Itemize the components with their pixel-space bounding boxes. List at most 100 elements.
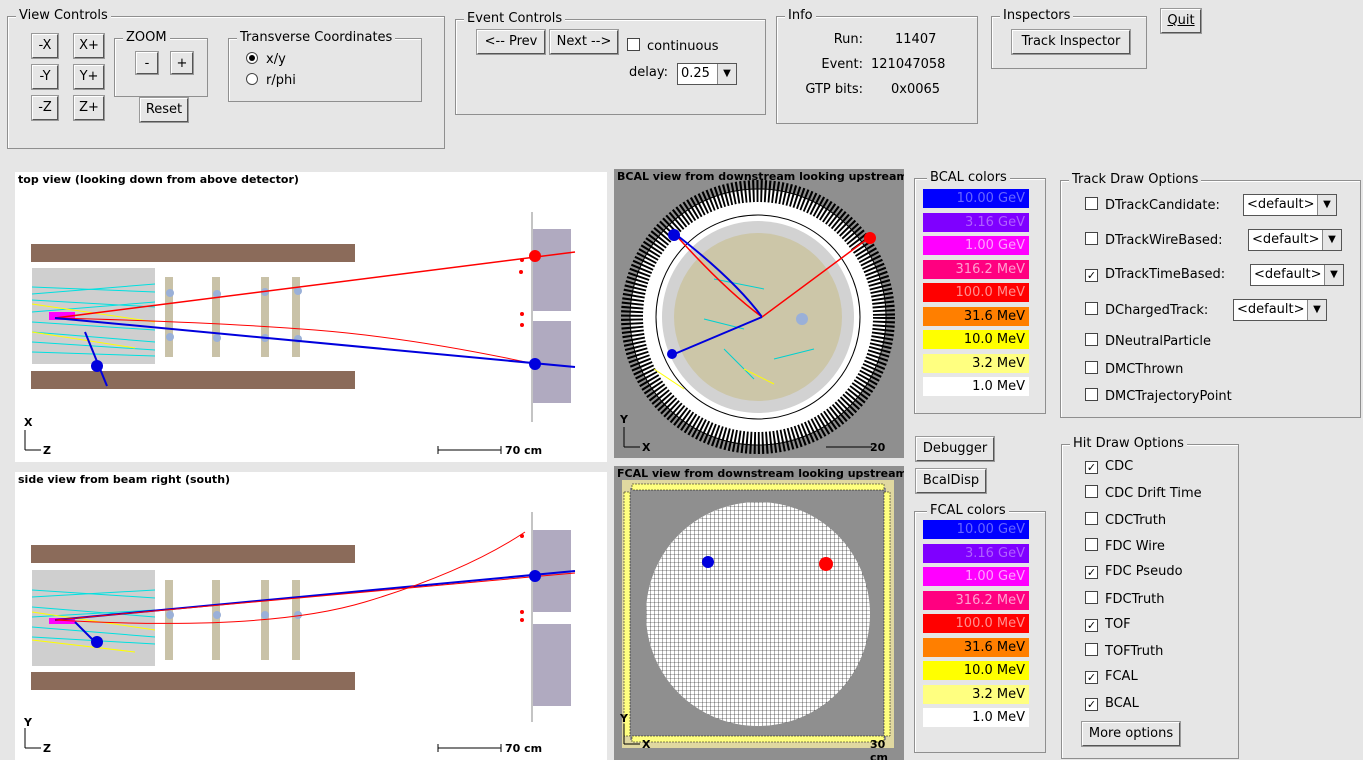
top-view-panel[interactable]: top view (looking down from above detect… bbox=[15, 172, 607, 462]
checkmark-icon: ✓ bbox=[1085, 461, 1098, 474]
side-axis-h: Z bbox=[43, 742, 51, 755]
bcaldisp-button[interactable]: BcalDisp bbox=[915, 468, 987, 494]
radio-rphi-icon bbox=[246, 73, 258, 85]
track-option-checkbox[interactable]: DTrackCandidate: bbox=[1085, 197, 1220, 213]
checkmark-icon: ✓ bbox=[1085, 671, 1098, 685]
hit-option-label: FDCTruth bbox=[1105, 591, 1165, 607]
hit-option-label: TOF bbox=[1105, 616, 1131, 632]
minus-z-button[interactable]: -Z bbox=[31, 95, 59, 121]
track-option-checkbox[interactable]: DTrackWireBased: bbox=[1085, 232, 1223, 248]
checkmark-icon: ✓ bbox=[1085, 566, 1098, 580]
radio-xy[interactable]: x/y bbox=[246, 52, 286, 67]
fcal-axis-h: X bbox=[642, 738, 651, 751]
hit-option-checkbox[interactable]: CDCTruth bbox=[1085, 511, 1167, 528]
track-option-checkbox[interactable]: DMCThrown bbox=[1085, 361, 1183, 377]
delay-select[interactable]: 0.25 ▼ bbox=[677, 63, 737, 85]
gtp-label: GTP bits: bbox=[805, 82, 863, 97]
bcal-axis-h: X bbox=[642, 441, 651, 454]
track-option-checkbox[interactable]: ✓ DTrackTimeBased: bbox=[1085, 267, 1225, 282]
color-swatch: 10.00 GeV bbox=[923, 520, 1029, 539]
color-swatch: 31.6 MeV bbox=[923, 637, 1029, 657]
next-button[interactable]: Next --> bbox=[549, 29, 619, 55]
hit-option-checkbox[interactable]: ✓ TOF bbox=[1085, 617, 1131, 632]
hit-option-checkbox[interactable]: TOFTruth bbox=[1085, 643, 1163, 659]
continuous-check-icon bbox=[627, 38, 640, 51]
bcal-axis-v: Y bbox=[620, 413, 628, 426]
side-view-title: side view from beam right (south) bbox=[18, 473, 231, 486]
minus-y-button[interactable]: -Y bbox=[31, 64, 59, 90]
plus-y-button[interactable]: Y+ bbox=[73, 64, 105, 90]
checkbox-icon bbox=[1085, 333, 1098, 346]
hit-option-checkbox[interactable]: FDCTruth bbox=[1085, 590, 1165, 607]
track-draw-options-group: Track Draw Options DTrackCandidate: <defa… bbox=[1060, 172, 1361, 418]
checkbox-icon bbox=[1085, 197, 1098, 210]
info-group: Info Run: 11407 Event: 121047058 GTP bit… bbox=[776, 8, 978, 124]
zoom-title: ZOOM bbox=[123, 30, 170, 45]
hit-option-checkbox[interactable]: ✓ FCAL bbox=[1085, 669, 1138, 685]
minus-x-button[interactable]: -X bbox=[31, 33, 59, 59]
color-swatch: 10.0 MeV bbox=[923, 661, 1029, 680]
hit-option-label: FDC Wire bbox=[1105, 538, 1165, 554]
hit-option-checkbox[interactable]: CDC Drift Time bbox=[1085, 485, 1202, 501]
color-swatch: 31.6 MeV bbox=[923, 306, 1029, 326]
track-option-select[interactable]: <default> ▼ bbox=[1233, 299, 1327, 321]
color-swatch: 1.0 MeV bbox=[923, 708, 1029, 727]
view-controls-title: View Controls bbox=[16, 8, 111, 23]
hit-option-checkbox[interactable]: FDC Wire bbox=[1085, 537, 1165, 554]
reset-button[interactable]: Reset bbox=[139, 97, 189, 123]
bcal-view-panel[interactable]: BCAL view from downstream looking upstre… bbox=[614, 169, 904, 458]
track-option-checkbox[interactable]: DMCTrajectoryPoint bbox=[1085, 388, 1232, 404]
zoom-out-button[interactable]: - bbox=[135, 51, 159, 75]
radio-rphi[interactable]: r/phi bbox=[246, 73, 296, 88]
side-scale: 70 cm bbox=[505, 742, 543, 755]
delay-label: delay: bbox=[629, 65, 668, 80]
checkbox-icon bbox=[1085, 485, 1098, 499]
fcal-view-panel[interactable]: FCAL view from downstream looking upstre… bbox=[614, 466, 904, 760]
track-option-label: DTrackWireBased: bbox=[1105, 233, 1223, 248]
bcal-scale: 20 cm bbox=[870, 441, 888, 458]
track-inspector-button[interactable]: Track Inspector bbox=[1011, 29, 1131, 55]
color-swatch: 316.2 MeV bbox=[923, 590, 1029, 610]
track-option-checkbox[interactable]: DChargedTrack: bbox=[1085, 302, 1208, 318]
checkbox-icon bbox=[1085, 302, 1098, 315]
prev-button[interactable]: <-- Prev bbox=[476, 29, 546, 55]
color-swatch: 3.16 GeV bbox=[923, 212, 1029, 232]
zoom-in-button[interactable]: + bbox=[170, 51, 194, 75]
color-swatch: 3.16 GeV bbox=[923, 543, 1029, 563]
chevron-down-icon: ▼ bbox=[1324, 265, 1343, 285]
hit-option-checkbox[interactable]: ✓ BCAL bbox=[1085, 696, 1139, 711]
debugger-button[interactable]: Debugger bbox=[915, 436, 995, 462]
continuous-checkbox[interactable]: continuous bbox=[627, 38, 719, 54]
side-view-canvas bbox=[24, 512, 576, 752]
checkmark-icon: ✓ bbox=[1085, 697, 1098, 711]
hit-draw-title: Hit Draw Options bbox=[1070, 436, 1187, 451]
color-swatch: 1.0 MeV bbox=[923, 377, 1029, 396]
bcal-colors-group: BCAL colors 10.00 GeV 3.16 GeV 1.00 GeV 316… bbox=[914, 170, 1046, 414]
transverse-title: Transverse Coordinates bbox=[237, 30, 396, 45]
track-option-checkbox[interactable]: DNeutralParticle bbox=[1085, 333, 1211, 349]
color-swatch: 100.0 MeV bbox=[923, 614, 1029, 633]
checkbox-icon bbox=[1085, 232, 1098, 245]
side-axis-v: Y bbox=[24, 716, 32, 729]
chevron-down-icon: ▼ bbox=[1317, 195, 1336, 215]
track-option-select[interactable]: <default> ▼ bbox=[1250, 264, 1344, 286]
event-controls-title: Event Controls bbox=[464, 11, 566, 26]
plus-x-button[interactable]: X+ bbox=[73, 33, 105, 59]
track-option-select[interactable]: <default> ▼ bbox=[1243, 194, 1337, 216]
plus-z-button[interactable]: Z+ bbox=[73, 95, 105, 121]
fcal-colors-title: FCAL colors bbox=[927, 503, 1009, 518]
more-options-button[interactable]: More options bbox=[1081, 721, 1181, 747]
track-option-select[interactable]: <default> ▼ bbox=[1248, 229, 1342, 251]
quit-button[interactable]: Quit bbox=[1160, 8, 1202, 34]
chevron-down-icon: ▼ bbox=[1307, 300, 1326, 320]
side-view-panel[interactable]: side view from beam right (south) Y Z bbox=[15, 472, 607, 760]
top-scale: 70 cm bbox=[505, 444, 543, 457]
event-controls-group: Event Controls <-- Prev Next --> continu… bbox=[455, 11, 766, 115]
checkbox-icon bbox=[1085, 388, 1098, 401]
top-axis-v: X bbox=[24, 416, 33, 429]
hit-option-label: CDCTruth bbox=[1105, 512, 1167, 528]
top-axis-h: Z bbox=[43, 444, 51, 457]
hit-option-label: FDC Pseudo bbox=[1105, 564, 1183, 580]
hit-option-checkbox[interactable]: ✓ FDC Pseudo bbox=[1085, 564, 1183, 580]
hit-option-checkbox[interactable]: ✓ CDC bbox=[1085, 459, 1133, 474]
